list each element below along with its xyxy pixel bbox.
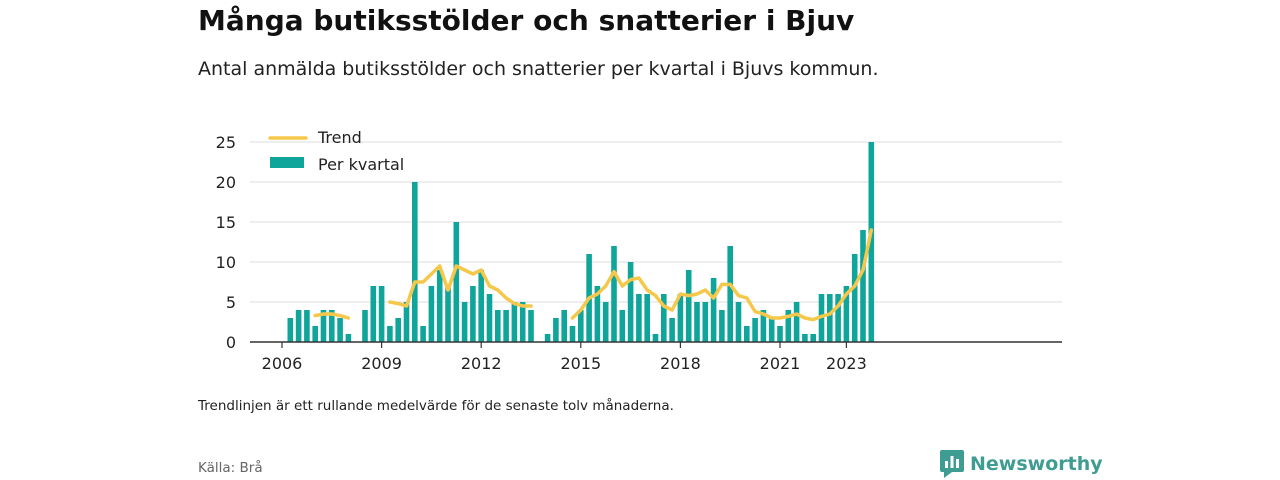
- bar: [644, 294, 650, 342]
- bar: [295, 310, 302, 342]
- y-tick-label: 5: [226, 293, 236, 312]
- x-axis-ticks: 2006 2009 2012 2015 2018 2021 2023: [262, 342, 867, 373]
- legend-trend-label: Trend: [317, 128, 362, 147]
- bar: [602, 302, 609, 342]
- chart-title: Många butiksstölder och snatterier i Bju…: [198, 4, 855, 37]
- bar: [661, 294, 667, 342]
- bar: [519, 302, 526, 342]
- legend-bar-label: Per kvartal: [318, 155, 404, 174]
- y-tick-label: 20: [216, 173, 236, 192]
- source-note: Källa: Brå: [198, 460, 263, 476]
- bar: [378, 286, 385, 342]
- bar: [827, 294, 833, 342]
- bar: [802, 334, 808, 342]
- x-tick-label: 2009: [361, 354, 402, 373]
- bar: [694, 302, 700, 342]
- bar: [337, 318, 343, 342]
- bar: [785, 310, 792, 342]
- bar: [503, 310, 509, 342]
- y-tick-label: 15: [216, 213, 236, 232]
- bar: [851, 254, 858, 342]
- bar: [860, 230, 866, 342]
- bar: [619, 310, 626, 342]
- bar: [412, 182, 418, 342]
- trend-series: [313, 228, 874, 322]
- y-axis-ticks: 0 5 10 15 20 25: [216, 133, 236, 352]
- bar: [461, 302, 468, 342]
- bar: [793, 302, 800, 342]
- bar: [752, 318, 758, 342]
- y-tick-label: 25: [216, 133, 236, 152]
- bar: [304, 310, 310, 342]
- bar: [744, 326, 750, 342]
- bar: [636, 294, 642, 342]
- bar: [710, 278, 717, 342]
- bar: [470, 286, 476, 342]
- bar: [594, 286, 601, 342]
- bar: [495, 310, 501, 342]
- bar: [777, 326, 783, 342]
- x-tick-label: 2021: [760, 354, 801, 373]
- trend-line: [570, 228, 874, 322]
- bar: [329, 310, 335, 342]
- bar: [578, 310, 584, 342]
- bar: [768, 318, 775, 342]
- x-tick-label: 2018: [660, 354, 701, 373]
- bar: [685, 270, 692, 342]
- legend: Trend Per kvartal: [268, 128, 404, 174]
- bar: [287, 318, 294, 342]
- y-tick-label: 10: [216, 253, 236, 272]
- bar: [403, 302, 410, 342]
- bar: [810, 334, 816, 342]
- newsworthy-logo-icon: [940, 450, 964, 478]
- bar: [627, 262, 634, 342]
- bar: [362, 310, 368, 342]
- x-tick-label: 2023: [826, 354, 867, 373]
- bar: [511, 302, 518, 342]
- bar: [395, 318, 401, 342]
- bar: [727, 246, 733, 342]
- bar: [569, 326, 576, 342]
- bar: [561, 310, 567, 342]
- bar: [528, 310, 534, 342]
- bar: [420, 326, 426, 342]
- trend-line: [388, 264, 533, 308]
- bar: [345, 334, 352, 342]
- bar: [428, 286, 435, 342]
- bar: [445, 286, 451, 342]
- bar: [669, 318, 675, 342]
- bar: [370, 286, 377, 342]
- x-tick-label: 2015: [560, 354, 601, 373]
- bar: [835, 294, 841, 342]
- bar: [320, 310, 327, 342]
- bar: [544, 334, 551, 342]
- x-tick-label: 2006: [262, 354, 303, 373]
- bar: [478, 270, 484, 342]
- bar: [652, 334, 659, 342]
- bar: [486, 294, 493, 342]
- legend-bar-swatch: [270, 157, 304, 168]
- brand-logo[interactable]: Newsworthy: [940, 450, 1103, 478]
- brand-name: Newsworthy: [970, 453, 1103, 475]
- x-tick-label: 2012: [461, 354, 502, 373]
- bar: [387, 326, 393, 342]
- bar: [868, 142, 875, 342]
- bar: [760, 310, 767, 342]
- footnote: Trendlinjen är ett rullande medelvärde f…: [198, 398, 674, 414]
- bar: [719, 310, 725, 342]
- bar: [735, 302, 742, 342]
- bar: [436, 270, 443, 342]
- bar: [553, 318, 559, 342]
- bar: [453, 222, 460, 342]
- bar: [312, 326, 318, 342]
- bar: [843, 286, 850, 342]
- gridlines: [250, 141, 1062, 303]
- bar: [702, 302, 709, 342]
- bar: [611, 246, 617, 342]
- bar: [677, 294, 684, 342]
- trend-line: [313, 312, 351, 320]
- y-tick-label: 0: [226, 333, 236, 352]
- chart-subtitle: Antal anmälda butiksstölder och snatteri…: [198, 58, 879, 80]
